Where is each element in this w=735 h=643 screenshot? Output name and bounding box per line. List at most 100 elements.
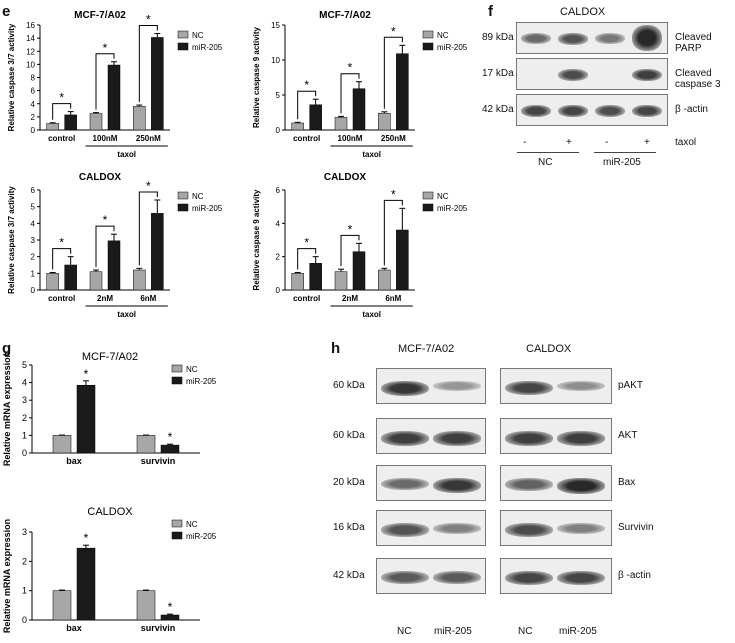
y-tick-label: 16 <box>26 21 35 30</box>
bar-mir205 <box>160 614 180 621</box>
group-label: taxol <box>362 310 381 319</box>
lane-label: miR-205 <box>559 626 597 637</box>
x-tick-label: control <box>293 134 320 143</box>
legend-label: miR-205 <box>437 43 468 52</box>
blot-band <box>505 571 553 586</box>
panel-letter-g: g <box>2 340 12 357</box>
y-tick-label: 6 <box>31 186 36 195</box>
protein-label: Cleaved caspase 3 <box>675 68 721 90</box>
legend-swatch-nc <box>422 191 434 200</box>
chart-e1-caspase37-mcf7: MCF-7/A02 Relative caspase 3/7 activity 0 2… <box>7 10 223 159</box>
bar-nc <box>378 269 391 291</box>
blot-h-strip <box>500 418 612 454</box>
blot-band <box>632 25 662 51</box>
chart-title: CALDOX <box>87 506 133 518</box>
y-tick-label: 3 <box>22 527 27 537</box>
y-tick-label: 4 <box>276 219 281 228</box>
panel-letter-e: e <box>2 3 11 20</box>
y-tick-label: 10 <box>26 60 35 69</box>
chart-title: CALDOX <box>79 172 122 183</box>
y-tick-label: 0 <box>276 286 281 295</box>
bar-mir205 <box>151 37 164 131</box>
blot-band <box>632 105 662 118</box>
blot-band <box>381 571 429 585</box>
blot-band <box>557 571 605 586</box>
significance-star: * <box>348 222 353 236</box>
bar-nc <box>291 273 304 291</box>
group-label: taxol <box>117 150 136 159</box>
significance-bracket <box>340 234 360 267</box>
taxol-mark: - <box>605 137 609 148</box>
significance-bracket <box>138 25 158 103</box>
y-tick-label: 8 <box>31 74 36 83</box>
legend-swatch-nc <box>171 364 183 373</box>
blot-band <box>381 381 429 397</box>
significance-star: * <box>168 430 173 444</box>
significance-bracket <box>340 73 360 114</box>
blot-band <box>521 105 551 118</box>
blot-band <box>433 571 481 585</box>
blot-band <box>505 478 553 491</box>
blot-band <box>558 105 588 118</box>
significance-star: * <box>168 600 173 614</box>
blot-band <box>505 381 553 396</box>
blot-band <box>632 69 662 82</box>
y-tick-label: 3 <box>22 395 27 405</box>
legend-label: miR-205 <box>437 204 468 213</box>
bar-mir205 <box>309 104 322 131</box>
legend-label: NC <box>192 31 204 40</box>
y-axis-label: Relative caspase 3/7 activity <box>7 23 16 131</box>
y-tick-label: 0 <box>31 126 36 135</box>
legend-label: NC <box>186 365 198 374</box>
bar-mir205 <box>107 240 121 291</box>
bar-nc <box>89 113 103 131</box>
taxol-label: taxol <box>675 137 697 148</box>
significance-star: * <box>103 213 108 227</box>
chart-g1-mrna-mcf7: MCF-7/A02 Relative mRNA expression 0 1 2 3 4 5 b… <box>2 351 217 466</box>
significance-star: * <box>103 41 108 55</box>
significance-star: * <box>146 13 151 27</box>
significance-bracket <box>297 90 317 120</box>
blot-band <box>433 431 481 446</box>
blot-h-strip <box>376 510 486 546</box>
bar-nc <box>133 106 146 131</box>
blot-band <box>505 523 553 537</box>
x-tick-label: 2nM <box>97 294 113 303</box>
kda-label: 60 kDa <box>333 430 365 441</box>
kda-label: 42 kDa <box>333 570 365 581</box>
panel-letter-h: h <box>331 340 341 357</box>
bar-nc <box>133 269 146 291</box>
y-tick-label: 1 <box>31 269 36 278</box>
blot-band <box>433 523 481 535</box>
x-tick-label: 250nM <box>136 134 161 143</box>
significance-bracket <box>95 53 115 110</box>
y-tick-label: 2 <box>31 253 36 262</box>
chart-e2-caspase9-mcf7: MCF-7/A02 Relative caspase 9 activity 0 5 10… <box>252 10 468 159</box>
y-tick-label: 12 <box>26 47 35 56</box>
blot-band <box>433 381 481 391</box>
bar-nc <box>136 590 156 621</box>
x-tick-label: control <box>293 294 320 303</box>
y-tick-label: 2 <box>31 113 36 122</box>
y-tick-label: 0 <box>22 615 27 625</box>
bar-mir205 <box>160 444 180 454</box>
chart-title: MCF-7/A02 <box>74 10 126 21</box>
chart-title: CALDOX <box>324 172 367 183</box>
x-tick-label: 100nM <box>338 134 363 143</box>
bar-nc <box>334 271 348 291</box>
bar-mir205 <box>309 263 322 291</box>
protein-label: pAKT <box>618 380 644 391</box>
group-label: miR-205 <box>603 157 641 168</box>
significance-bracket <box>383 36 403 109</box>
chart-title: MCF-7/A02 <box>82 351 138 363</box>
protein-label: β -actin <box>618 570 651 581</box>
blot-band <box>381 523 429 537</box>
x-tick-label: control <box>48 134 75 143</box>
significance-bracket <box>297 248 317 270</box>
blot-band <box>557 431 605 446</box>
chart-e4-caspase9-caldox: CALDOX Relative caspase 9 activity 0 2 4 6 con… <box>252 172 468 319</box>
bar-nc <box>46 123 59 131</box>
significance-star: * <box>348 61 353 75</box>
bar-mir205 <box>396 229 409 291</box>
y-axis-label: Relative caspase 9 activity <box>252 189 261 291</box>
